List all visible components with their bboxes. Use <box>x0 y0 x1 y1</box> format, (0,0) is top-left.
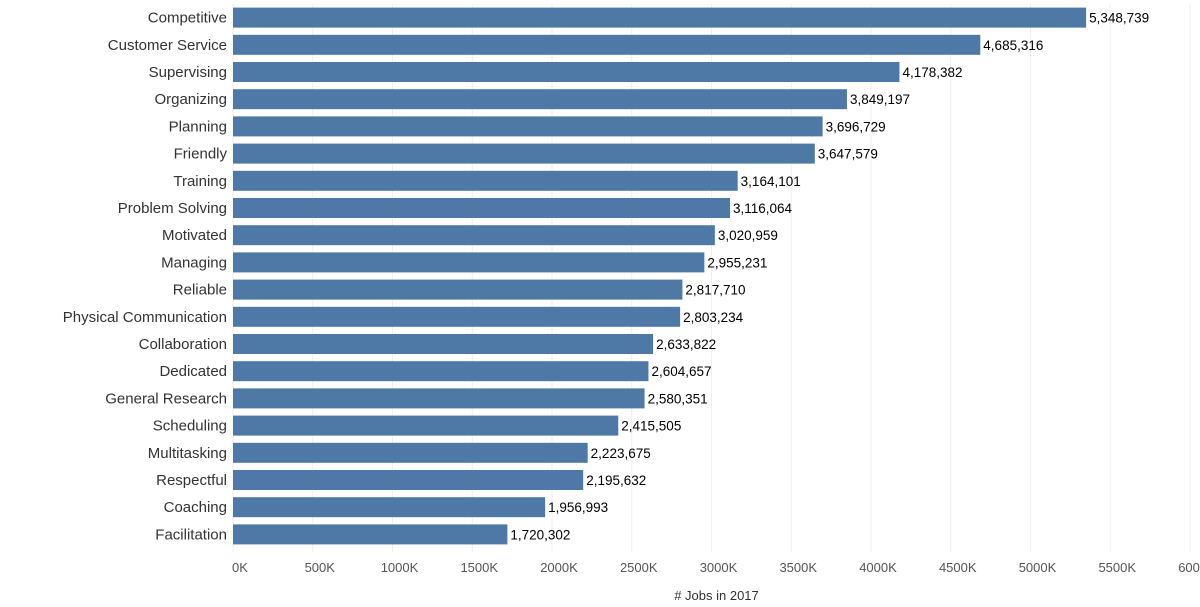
bar <box>233 7 1087 28</box>
category-label: Physical Communication <box>63 309 227 326</box>
bar <box>233 306 681 327</box>
bar <box>233 442 588 463</box>
bar <box>233 524 508 545</box>
bar <box>233 388 645 409</box>
bar <box>233 252 705 273</box>
x-tick-label: 0K <box>232 560 248 575</box>
x-tick-label: 5000K <box>1019 560 1057 575</box>
x-tick-label: 1500K <box>460 560 498 575</box>
category-label: Managing <box>161 254 227 271</box>
category-label: Dedicated <box>159 363 227 380</box>
gridlines <box>232 4 1191 552</box>
x-tick-label: 4500K <box>939 560 977 575</box>
bar <box>233 170 738 191</box>
category-label: Organizing <box>154 91 227 108</box>
x-tick-label: 3000K <box>700 560 738 575</box>
data-label: 2,604,657 <box>651 364 711 379</box>
data-label: 1,956,993 <box>548 500 608 515</box>
category-label: Scheduling <box>153 418 227 435</box>
bar <box>233 34 981 55</box>
data-label: 1,720,302 <box>510 527 570 542</box>
data-label: 2,955,231 <box>707 255 767 270</box>
x-tick-label: 2000K <box>540 560 578 575</box>
bar <box>233 497 546 518</box>
bar <box>233 470 584 490</box>
data-label: 3,849,197 <box>850 92 910 107</box>
data-label: 2,803,234 <box>683 310 744 325</box>
x-tick-label: 3500K <box>779 560 817 575</box>
x-tick-label: 1000K <box>381 560 419 575</box>
category-label: Competitive <box>148 10 227 27</box>
data-label: 2,633,822 <box>656 337 716 352</box>
category-label: Motivated <box>162 227 227 244</box>
category-labels: Competitive Customer Service Supervising Or… <box>63 10 228 544</box>
bar <box>233 116 823 137</box>
bar <box>233 143 815 164</box>
x-tick-label: 5500K <box>1098 560 1136 575</box>
data-label: 2,580,351 <box>648 391 708 406</box>
value-labels: 5,348,739 4,685,316 4,178,382 3,849,197 3,69… <box>510 11 1149 543</box>
category-label: Respectful <box>156 472 227 489</box>
category-label: Customer Service <box>108 37 227 54</box>
x-tick-label: 4000K <box>859 560 897 575</box>
category-label: Training <box>173 173 227 190</box>
bar <box>233 361 649 382</box>
data-label: 3,020,959 <box>718 228 778 243</box>
data-label: 5,348,739 <box>1089 11 1149 26</box>
x-tick-label: 6000K <box>1178 560 1200 575</box>
x-tick-label: 2500K <box>620 560 658 575</box>
category-label: Collaboration <box>139 336 227 353</box>
data-label: 4,178,382 <box>902 65 962 80</box>
bar <box>233 415 619 436</box>
bar <box>233 334 654 354</box>
data-label: 2,415,505 <box>621 419 681 434</box>
data-label: 2,223,675 <box>591 446 651 461</box>
bars <box>233 7 1087 545</box>
category-label: Planning <box>169 118 227 135</box>
bar <box>233 198 731 218</box>
data-label: 3,116,064 <box>733 201 793 216</box>
x-tick-label: 500K <box>305 560 336 575</box>
category-label: Facilitation <box>155 526 227 543</box>
data-label: 2,195,632 <box>586 473 646 488</box>
data-label: 3,164,101 <box>741 174 801 189</box>
data-label: 3,696,729 <box>826 119 886 134</box>
category-label: Multitasking <box>148 445 227 462</box>
bar <box>233 89 847 110</box>
bar <box>233 225 715 246</box>
category-label: Coaching <box>164 499 227 516</box>
category-label: Supervising <box>149 64 227 81</box>
data-label: 4,685,316 <box>983 38 1043 53</box>
x-axis-ticks: 0K 500K 1000K 1500K 2000K 2500K 3000K 3500K 4000… <box>232 560 1200 575</box>
data-label: 2,817,710 <box>685 283 745 298</box>
bar <box>233 62 900 82</box>
category-label: General Research <box>105 390 227 407</box>
category-label: Reliable <box>173 282 227 299</box>
x-axis-title: # Jobs in 2017 <box>674 588 759 603</box>
bar <box>233 279 683 300</box>
category-label: Problem Solving <box>118 200 227 217</box>
category-label: Friendly <box>174 146 228 163</box>
data-label: 3,647,579 <box>818 147 878 162</box>
